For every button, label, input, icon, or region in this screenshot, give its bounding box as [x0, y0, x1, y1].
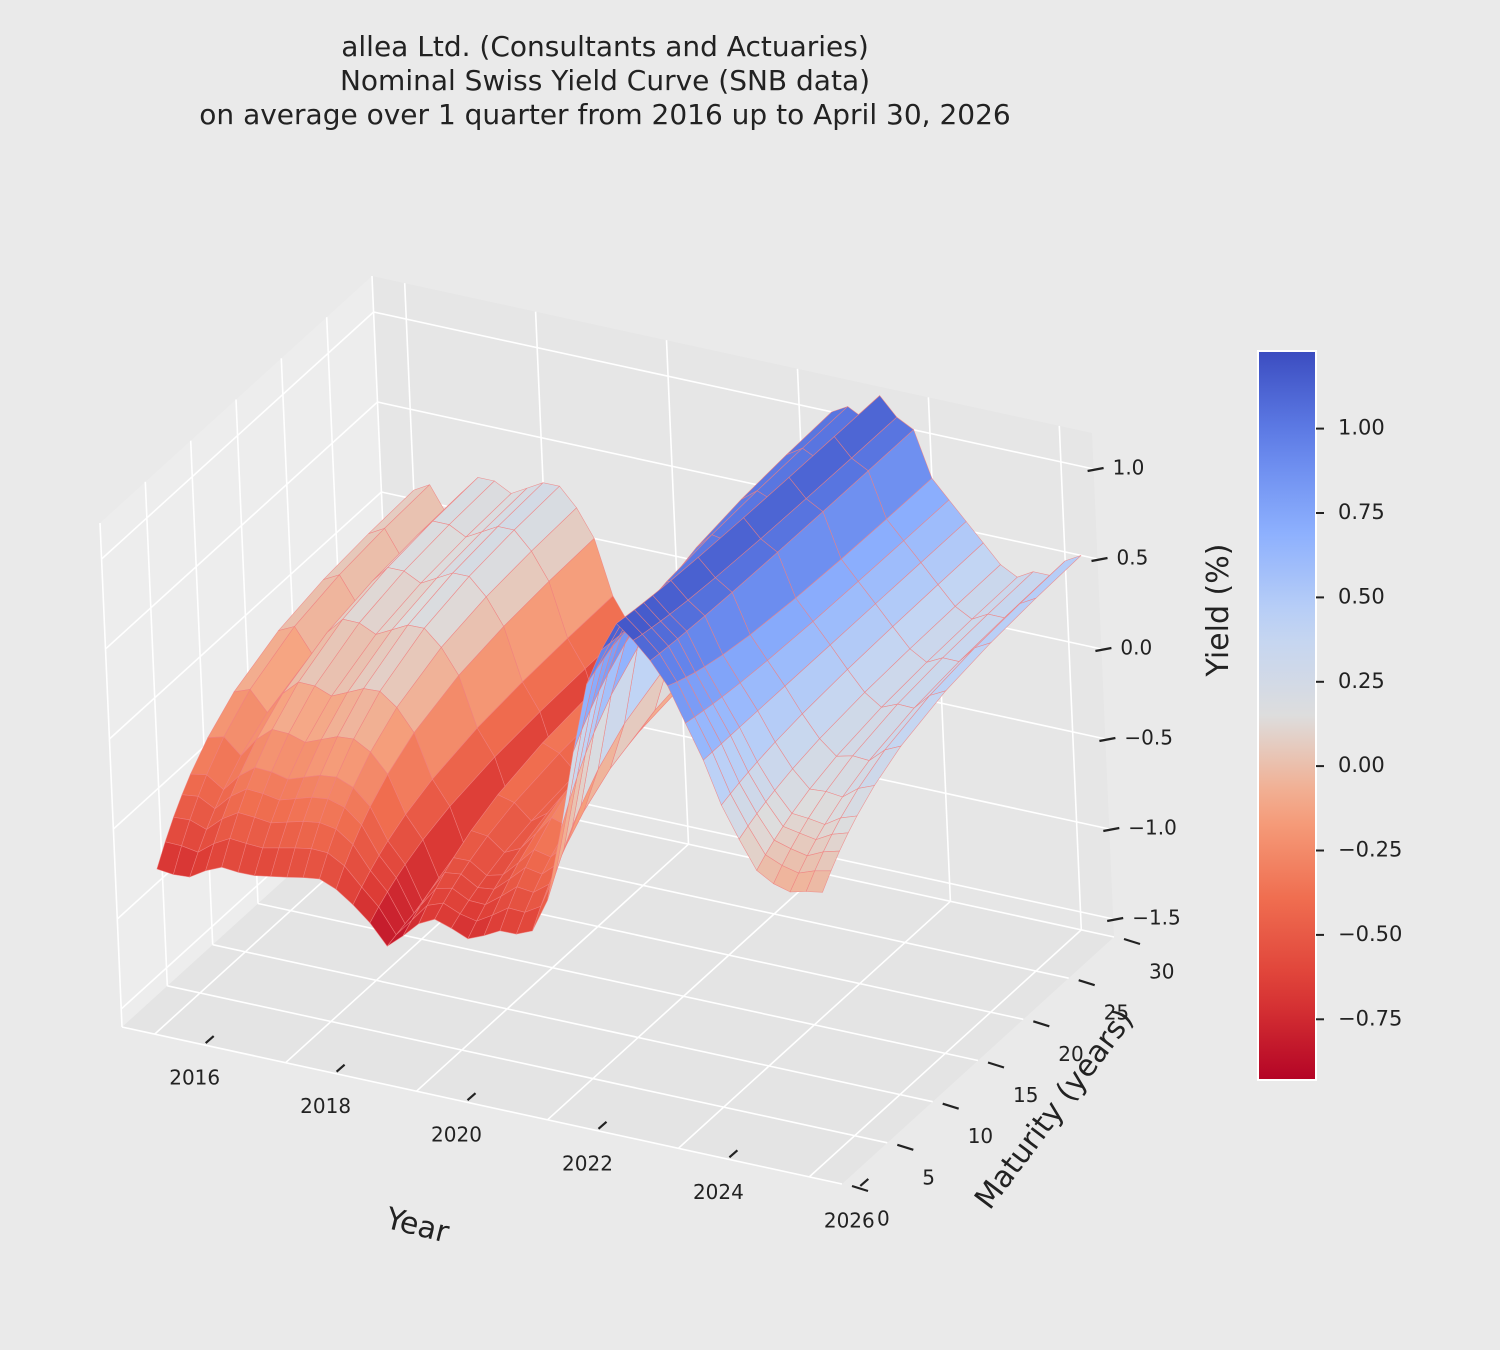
y-tick-label: 20: [1058, 1042, 1083, 1066]
title-line-1: allea Ltd. (Consultants and Actuaries): [341, 30, 869, 63]
y-tick-label: 10: [968, 1124, 993, 1148]
z-tick-mark: [1099, 736, 1116, 743]
y-tick-mark: [1078, 979, 1096, 987]
yield-surface: [156, 395, 1082, 947]
colorbar-tick-label: 0.75: [1338, 500, 1385, 524]
x-tick-label: 2020: [431, 1123, 482, 1147]
title-line-2: Nominal Swiss Yield Curve (SNB data): [339, 64, 871, 97]
y-tick-label: 0: [877, 1207, 890, 1231]
x-tick-mark: [466, 1092, 477, 1102]
title-line-3: on average over 1 quarter from 2016 up t…: [199, 98, 1011, 131]
colorbar-tick-label: 0.25: [1338, 669, 1385, 693]
y-tick-label: 30: [1149, 960, 1174, 984]
grid-line: [121, 1026, 843, 1185]
surface-patch: [805, 870, 832, 893]
x-tick-label: 2016: [169, 1066, 220, 1090]
x-tick-label: 2018: [300, 1094, 351, 1118]
z-tick-mark: [1087, 466, 1104, 473]
z-tick-label: −1.0: [1128, 816, 1177, 840]
y-tick-label: 15: [1013, 1083, 1038, 1107]
x-tick-mark: [335, 1063, 346, 1073]
z-tick-mark: [1095, 646, 1112, 653]
y-tick-label: 5: [922, 1165, 935, 1189]
z-tick-label: −0.5: [1124, 726, 1173, 750]
z-tick-label: 0.0: [1120, 636, 1152, 660]
z-tick-label: −1.5: [1132, 906, 1181, 930]
x-tick-label: 2024: [693, 1180, 744, 1204]
y-tick-mark: [987, 1061, 1005, 1069]
grid-line: [377, 401, 1098, 560]
colorbar-ticks: −0.75 −0.50 −0.25 0.00 0.25 0.50 0.75 1.00: [1316, 416, 1402, 1030]
grid-line: [108, 491, 382, 740]
z-tick-mark: [1103, 826, 1120, 833]
y-tick-label: 25: [1104, 1001, 1129, 1025]
x-tick-label: 2026: [824, 1208, 875, 1232]
grid-line: [373, 311, 1094, 470]
chart-title: allea Ltd. (Consultants and Actuaries) N…: [0, 30, 1210, 132]
y-tick-mark: [896, 1143, 914, 1151]
colorbar-tick-label: 1.00: [1338, 416, 1385, 440]
x-tick-mark: [597, 1120, 608, 1130]
colorbar-bar: [1257, 350, 1317, 1081]
y-tick-mark: [942, 1102, 960, 1110]
x-tick-mark: [728, 1149, 739, 1159]
grid-line: [99, 522, 123, 1028]
x-tick-label: 2022: [562, 1151, 613, 1175]
y-tick-mark: [1123, 937, 1141, 946]
z-tick-label: 0.5: [1117, 546, 1149, 570]
y-tick-mark: [1032, 1020, 1050, 1028]
grid-line: [167, 985, 888, 1144]
colorbar: −0.75 −0.50 −0.25 0.00 0.25 0.50 0.75 1.00: [1257, 350, 1402, 1081]
x-tick-mark: [204, 1035, 215, 1044]
y-tick-mark: [851, 1184, 869, 1193]
grid-line: [212, 943, 933, 1103]
z-tick-mark: [1106, 916, 1124, 923]
colorbar-tick-label: 0.50: [1338, 584, 1385, 608]
axis-ticks: 2016 2018 2020 2022 2024 2026 0 5 10 15 20 25 30 −1.5…: [169, 456, 1181, 1233]
grid-line: [104, 401, 379, 650]
z-axis-label: Yield (%): [1201, 544, 1236, 678]
x-tick-mark: [859, 1178, 870, 1187]
colorbar-tick-label: 0.00: [1338, 753, 1385, 777]
grid-line: [1058, 425, 1083, 930]
x-axis-label: Year: [381, 1201, 453, 1251]
colorbar-tick-label: −0.25: [1338, 838, 1402, 862]
colorbar-tick-label: −0.75: [1338, 1006, 1402, 1030]
z-tick-mark: [1091, 556, 1108, 563]
grid-line: [144, 481, 169, 986]
grid-line: [101, 311, 375, 560]
colorbar-tick-label: −0.50: [1338, 922, 1402, 946]
z-tick-label: 1.0: [1113, 456, 1145, 480]
